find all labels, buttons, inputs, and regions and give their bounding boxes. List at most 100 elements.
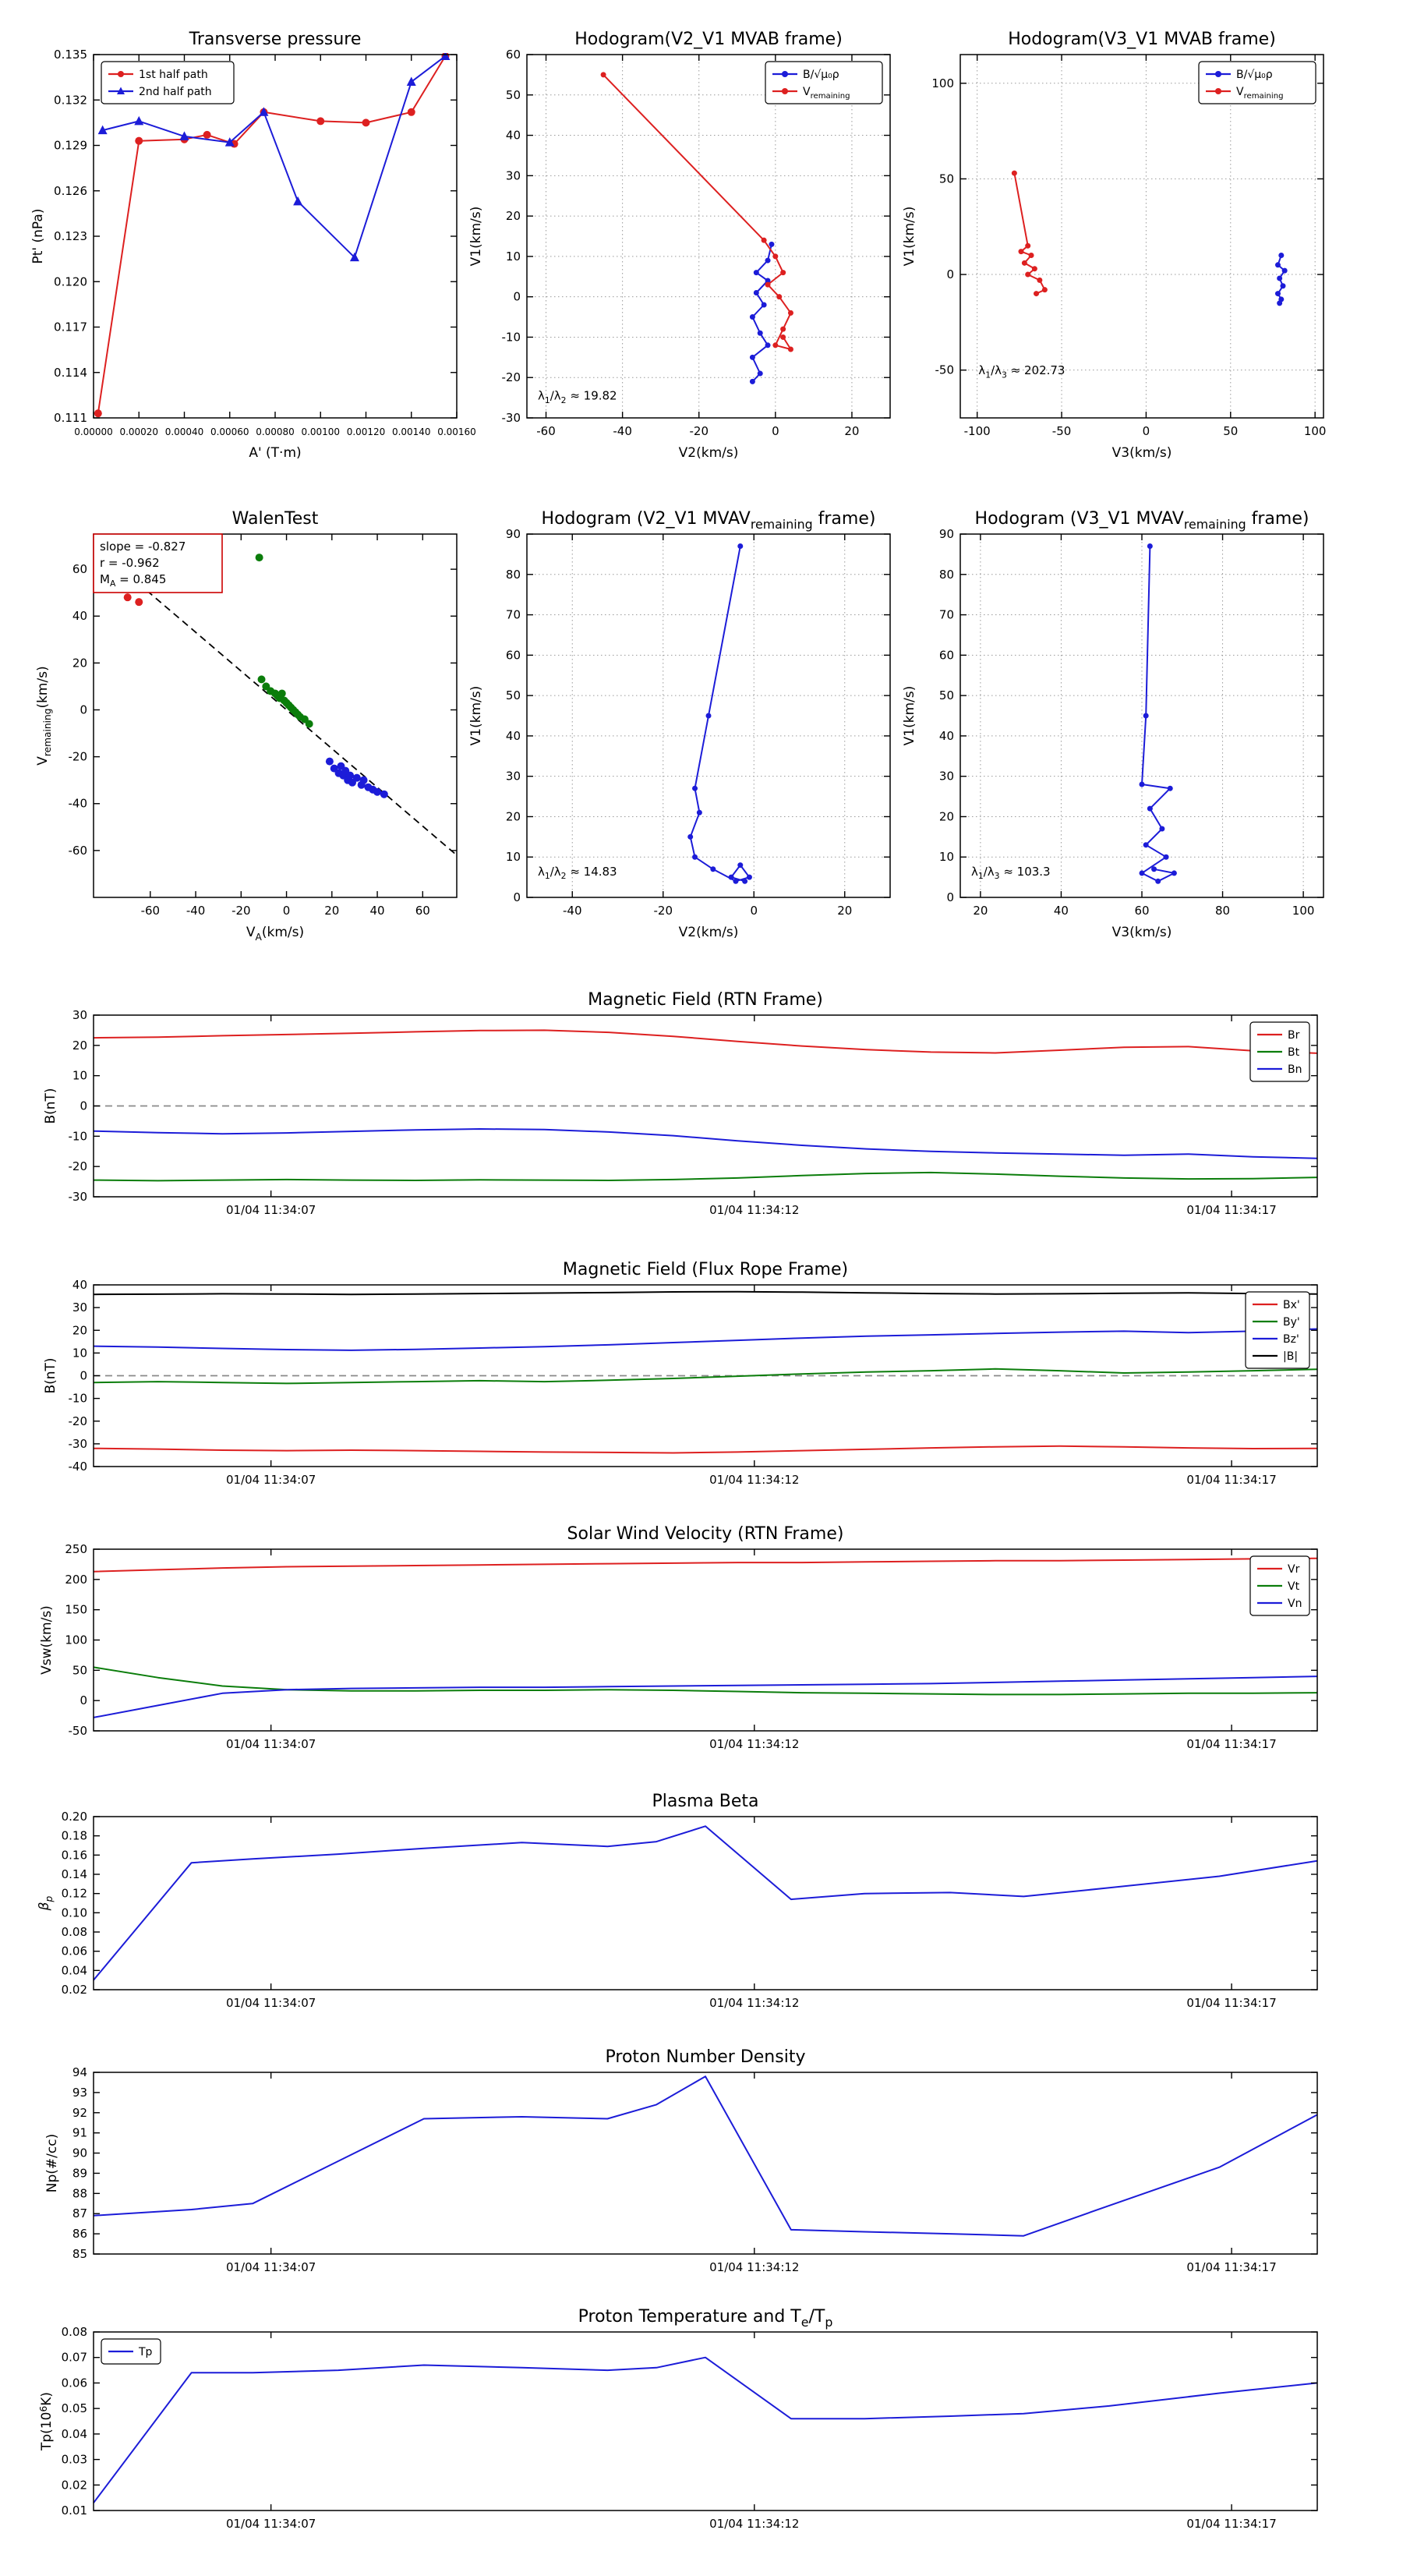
svg-text:Vn: Vn	[1288, 1598, 1302, 1610]
svg-text:B/√μ₀ρ: B/√μ₀ρ	[1236, 69, 1273, 81]
chart-hodogram-v3v1-mvav: 20 40 60 80 100 0 10 20 30 40 50 60 70 80 90 Hodogram (…	[902, 509, 1324, 940]
svg-text:0: 0	[80, 702, 87, 717]
svg-text:01/04 11:34:17: 01/04 11:34:17	[1186, 1203, 1276, 1217]
svg-text:0.02: 0.02	[62, 1983, 87, 1997]
svg-text:Vsw(km/s): Vsw(km/s)	[39, 1605, 55, 1675]
svg-text:-60: -60	[141, 904, 161, 918]
svg-text:-30: -30	[69, 1437, 88, 1451]
svg-text:30: 30	[72, 1008, 87, 1022]
svg-text:01/04 11:34:07: 01/04 11:34:07	[226, 2260, 316, 2274]
svg-text:200: 200	[65, 1573, 87, 1587]
svg-text:0.20: 0.20	[62, 1810, 87, 1824]
svg-text:B/√μ₀ρ: B/√μ₀ρ	[803, 69, 839, 81]
svg-text:100: 100	[1292, 904, 1315, 918]
svg-text:-20: -20	[69, 1159, 88, 1173]
svg-text:0: 0	[80, 1099, 87, 1113]
svg-text:01/04 11:34:12: 01/04 11:34:12	[709, 2260, 799, 2274]
svg-text:0.04: 0.04	[62, 1963, 87, 1977]
svg-text:-30: -30	[69, 1190, 88, 1204]
svg-text:01/04 11:34:17: 01/04 11:34:17	[1186, 1737, 1276, 1751]
chart-proton-number-density: 01/04 11:34:07 01/04 11:34:12 01/04 11:34:…	[44, 2047, 1318, 2274]
svg-text:2nd half path: 2nd half path	[139, 86, 212, 98]
svg-text:0.12: 0.12	[62, 1887, 87, 1901]
svg-text:Np(#/cc): Np(#/cc)	[44, 2134, 60, 2192]
svg-text:60: 60	[506, 48, 521, 62]
svg-text:VA(km/s): VA(km/s)	[246, 925, 304, 943]
svg-text:01/04 11:34:12: 01/04 11:34:12	[709, 2517, 799, 2531]
svg-text:0.114: 0.114	[54, 366, 87, 380]
svg-text:10: 10	[72, 1346, 87, 1360]
svg-text:01/04 11:34:07: 01/04 11:34:07	[226, 1473, 316, 1487]
svg-text:100: 100	[65, 1633, 87, 1647]
svg-text:Proton Temperature and Te/Tp: Proton Temperature and Te/Tp	[578, 2307, 833, 2330]
svg-text:80: 80	[506, 568, 521, 582]
svg-text:0.16: 0.16	[62, 1848, 87, 1862]
svg-text:10: 10	[72, 1069, 87, 1083]
svg-text:0.00060: 0.00060	[210, 426, 249, 437]
svg-text:V1(km/s): V1(km/s)	[468, 686, 484, 746]
svg-text:0.00140: 0.00140	[392, 426, 431, 437]
svg-text:40: 40	[72, 1278, 87, 1292]
svg-text:Tp(106K): Tp(106K)	[38, 2392, 55, 2451]
svg-text:0.05: 0.05	[62, 2401, 87, 2415]
svg-text:80: 80	[939, 568, 954, 582]
svg-text:20: 20	[72, 1039, 87, 1053]
svg-text:-60: -60	[536, 424, 556, 438]
svg-text:30: 30	[939, 770, 954, 784]
svg-text:r = -0.962: r = -0.962	[100, 556, 160, 570]
svg-text:0: 0	[946, 267, 954, 281]
svg-text:60: 60	[1134, 904, 1149, 918]
svg-text:Vt: Vt	[1288, 1580, 1300, 1593]
svg-text:01/04 11:34:12: 01/04 11:34:12	[709, 1996, 799, 2010]
svg-text:V1(km/s): V1(km/s)	[902, 686, 917, 746]
svg-text:-100: -100	[964, 424, 991, 438]
svg-text:0: 0	[1143, 424, 1150, 438]
svg-text:0.00000: 0.00000	[74, 426, 113, 437]
svg-text:01/04 11:34:17: 01/04 11:34:17	[1186, 1473, 1276, 1487]
svg-text:0.120: 0.120	[54, 274, 87, 288]
svg-text:Hodogram (V3_V1 MVAVremaining: Hodogram (V3_V1 MVAVremaining frame)	[975, 509, 1309, 532]
svg-text:100: 100	[931, 76, 954, 90]
svg-text:60: 60	[415, 904, 430, 918]
svg-text:Vr: Vr	[1288, 1563, 1300, 1576]
chart-walen-test: -60 -40 -20 0 20 40 60 -60 -40 -20 0 20 40 60 WalenTes…	[35, 509, 458, 943]
svg-text:Bt: Bt	[1288, 1046, 1300, 1059]
svg-text:91: 91	[72, 2126, 87, 2140]
svg-text:Plasma Beta: Plasma Beta	[652, 1792, 759, 1811]
svg-text:0.04: 0.04	[62, 2427, 87, 2441]
svg-text:λ1/λ3 ≈ 202.73: λ1/λ3 ≈ 202.73	[978, 363, 1065, 380]
svg-text:20: 20	[973, 904, 988, 918]
svg-text:0.01: 0.01	[62, 2503, 87, 2518]
svg-text:0.129: 0.129	[54, 139, 87, 153]
svg-text:0.06: 0.06	[62, 1944, 87, 1959]
svg-text:01/04 11:34:07: 01/04 11:34:07	[226, 1737, 316, 1751]
svg-text:slope = -0.827: slope = -0.827	[100, 540, 186, 554]
svg-text:20: 20	[939, 809, 954, 823]
svg-text:50: 50	[939, 172, 954, 186]
svg-text:MA = 0.845: MA = 0.845	[100, 572, 166, 589]
chart-hodogram-v2v1-mvab: -60 -40 -20 0 20 -30 -20 -10 0 10 20 30 40 50 60 Hodogr…	[468, 30, 891, 461]
svg-text:30: 30	[506, 168, 521, 182]
svg-text:0.126: 0.126	[54, 184, 87, 198]
svg-text:90: 90	[72, 2146, 87, 2160]
svg-text:150: 150	[65, 1603, 87, 1617]
svg-text:-20: -20	[69, 750, 88, 764]
svg-text:βp: βp	[37, 1895, 55, 1911]
svg-text:40: 40	[370, 904, 385, 918]
svg-text:87: 87	[72, 2206, 87, 2220]
svg-text:0: 0	[750, 904, 758, 918]
svg-text:0: 0	[513, 290, 521, 304]
svg-text:0.123: 0.123	[54, 229, 87, 243]
svg-text:0.10: 0.10	[62, 1905, 87, 1920]
svg-text:Vremaining(km/s): Vremaining(km/s)	[35, 666, 53, 765]
svg-text:B(nT): B(nT)	[43, 1088, 58, 1123]
svg-text:λ1/λ2 ≈ 19.82: λ1/λ2 ≈ 19.82	[538, 389, 617, 405]
svg-text:0: 0	[283, 904, 291, 918]
svg-text:-20: -20	[654, 904, 673, 918]
svg-text:-40: -40	[69, 1460, 88, 1474]
svg-text:λ1/λ3 ≈ 103.3: λ1/λ3 ≈ 103.3	[971, 865, 1051, 881]
svg-text:50: 50	[939, 688, 954, 702]
svg-text:20: 20	[844, 424, 859, 438]
svg-text:0.08: 0.08	[62, 1925, 87, 1939]
